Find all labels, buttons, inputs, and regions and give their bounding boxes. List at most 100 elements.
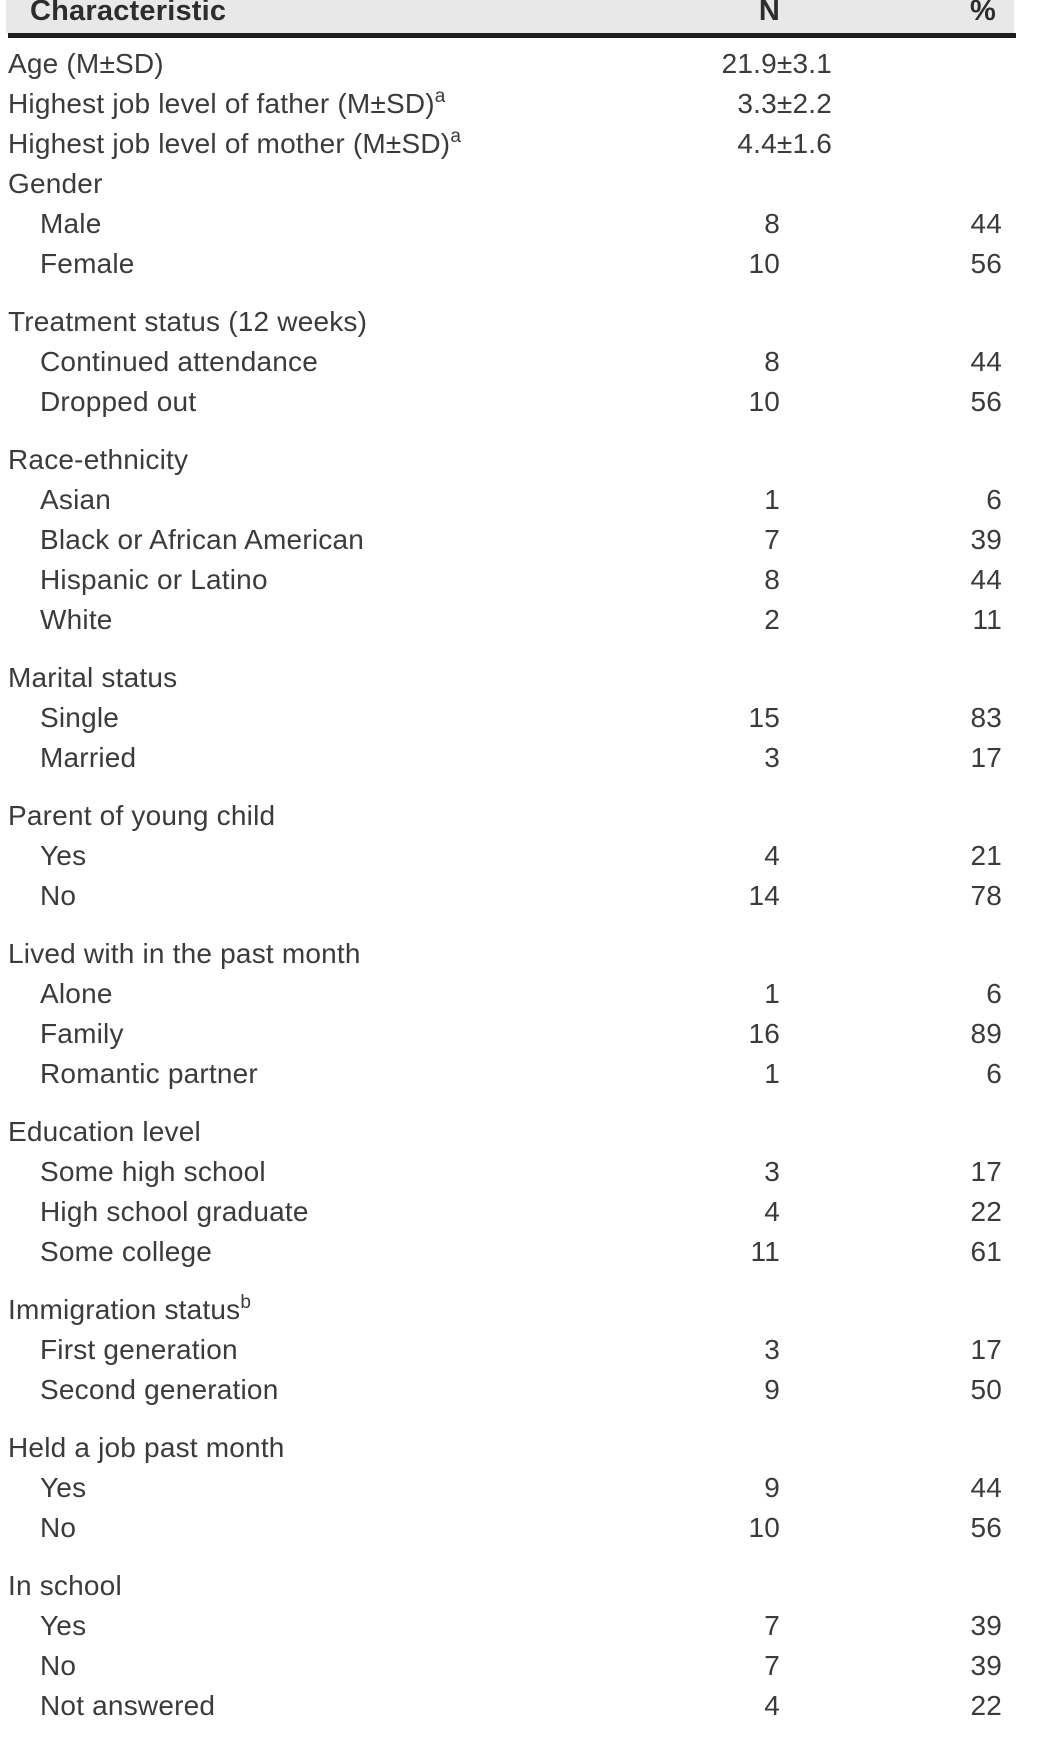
n-value: 11: [750, 1236, 780, 1267]
table-row: Hispanic or Latino 8 44: [0, 560, 1037, 600]
row-label-sub: Some college: [40, 1236, 213, 1267]
table-row: Married 3 17: [0, 738, 1037, 778]
n-value: 3: [764, 1334, 780, 1365]
n-value: 8: [764, 208, 780, 239]
n-value: 7: [764, 524, 780, 555]
percent-value: 17: [970, 742, 1002, 773]
row-label-sub: High school graduate: [40, 1196, 309, 1227]
percent-value: [832, 1566, 1002, 1606]
header-rule: [8, 33, 1016, 38]
table-row: Single 15 83: [0, 698, 1037, 738]
n-value: 10: [748, 386, 780, 417]
n-value: 10: [748, 248, 780, 279]
row-label-sub: Second generation: [40, 1374, 279, 1405]
table-row: Male 8 44: [0, 204, 1037, 244]
table-row: Lived with in the past month: [0, 934, 1037, 974]
row-label-sub: No: [40, 1650, 77, 1681]
table-row: Highest job level of father (M±SD)a 3.3±2…: [0, 84, 1037, 124]
percent-value: 21: [970, 840, 1002, 871]
row-label-sub: Continued attendance: [40, 346, 318, 377]
n-value: 4: [764, 840, 780, 871]
percent-value: 39: [970, 524, 1002, 555]
row-label-sub: Male: [40, 208, 102, 239]
percent-value: 61: [970, 1236, 1002, 1267]
table-row: Romantic partner 1 6: [0, 1054, 1037, 1094]
row-label-sub: White: [40, 604, 113, 635]
n-value: [632, 796, 832, 836]
percent-value: 44: [970, 208, 1002, 239]
row-label-group: Gender: [8, 168, 103, 199]
table-row: Dropped out 10 56: [0, 382, 1037, 422]
table-row: Not answered 4 22: [0, 1686, 1037, 1726]
percent-value: 44: [970, 564, 1002, 595]
n-value: 8: [764, 564, 780, 595]
table-row: Parent of young child: [0, 796, 1037, 836]
table-row: Held a job past month: [0, 1428, 1037, 1468]
row-label-sub: Yes: [40, 1472, 87, 1503]
table-row: White 2 11: [0, 600, 1037, 640]
row-label-sub: No: [40, 880, 77, 911]
row-label-group: Held a job past month: [8, 1432, 285, 1463]
n-value: 2: [764, 604, 780, 635]
table-row: Marital status: [0, 658, 1037, 698]
n-value: 10: [748, 1512, 780, 1543]
table-row: Alone 1 6: [0, 974, 1037, 1014]
n-value: 7: [764, 1650, 780, 1681]
n-value: 9: [764, 1374, 780, 1405]
n-value: 16: [748, 1018, 780, 1049]
row-label-group: Marital status: [8, 662, 178, 693]
row-label-sub: Asian: [40, 484, 112, 515]
table-header-row: Characteristic N %: [6, 0, 1014, 33]
percent-value: 56: [970, 386, 1002, 417]
table-row: Some college 11 61: [0, 1232, 1037, 1272]
n-value: [632, 934, 832, 974]
percent-value: [832, 164, 1002, 204]
table-row: Race-ethnicity: [0, 440, 1037, 480]
table-row: First generation 3 17: [0, 1330, 1037, 1370]
n-value: 9: [764, 1472, 780, 1503]
row-label-group: Highest job level of mother (M±SD)a: [8, 125, 462, 159]
percent-value: 44: [970, 1472, 1002, 1503]
table-row: Family 16 89: [0, 1014, 1037, 1054]
row-label-sub: Hispanic or Latino: [40, 564, 268, 595]
table-row: Treatment status (12 weeks): [0, 302, 1037, 342]
percent-value: 6: [986, 484, 1002, 515]
percent-value: 50: [970, 1374, 1002, 1405]
n-value: 3: [764, 742, 780, 773]
table-row: Yes 9 44: [0, 1468, 1037, 1508]
row-label-sub: Yes: [40, 840, 87, 871]
percent-value: 39: [970, 1650, 1002, 1681]
table-body: Age (M±SD) 21.9±3.1 Highest job level of f…: [0, 38, 1037, 1726]
percent-value: [832, 1112, 1002, 1152]
percent-value: 17: [970, 1334, 1002, 1365]
table-row: Asian 1 6: [0, 480, 1037, 520]
row-label-sub: No: [40, 1512, 77, 1543]
n-value: 21.9±3.1: [721, 48, 832, 79]
row-label-sub: Not answered: [40, 1690, 216, 1721]
n-value: 7: [764, 1610, 780, 1641]
table-row: Immigration statusb: [0, 1290, 1037, 1330]
row-label-sub: Family: [40, 1018, 124, 1049]
percent-value: 83: [970, 702, 1002, 733]
percent-value: [832, 44, 1002, 84]
n-value: 4: [764, 1196, 780, 1227]
row-label-sub: Married: [40, 742, 137, 773]
percent-value: 11: [972, 604, 1002, 635]
percent-value: 22: [970, 1196, 1002, 1227]
n-value: 3: [764, 1156, 780, 1187]
percent-value: 39: [970, 1610, 1002, 1641]
percent-value: 6: [986, 978, 1002, 1009]
row-label-sub: First generation: [40, 1334, 238, 1365]
n-value: [632, 1566, 832, 1606]
n-value: 14: [748, 880, 780, 911]
n-value: [632, 302, 832, 342]
table-row: Highest job level of mother (M±SD)a 4.4±1…: [0, 124, 1037, 164]
table-row: Yes 7 39: [0, 1606, 1037, 1646]
table-row: Age (M±SD) 21.9±3.1: [0, 44, 1037, 84]
row-label-sub: Single: [40, 702, 120, 733]
row-label-sub: Some high school: [40, 1156, 266, 1187]
table-row: Education level: [0, 1112, 1037, 1152]
n-value: [632, 1112, 832, 1152]
n-value: 3.3±2.2: [737, 88, 832, 119]
row-label-sub: Black or African American: [40, 524, 365, 555]
